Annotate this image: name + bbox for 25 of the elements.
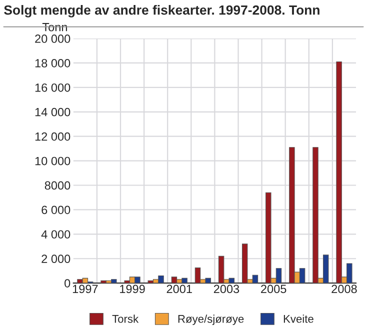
bar bbox=[218, 256, 224, 284]
y-tick-label: 18 000 bbox=[35, 59, 70, 68]
y-tick-label: 16 000 bbox=[35, 83, 70, 92]
x-tick-label: 1999 bbox=[120, 284, 145, 294]
x-tick-label: 2008 bbox=[332, 284, 357, 294]
legend-label: Kveite bbox=[284, 314, 314, 323]
x-tick-label: 2001 bbox=[166, 284, 192, 294]
legend-label: Røye/sjørøye bbox=[178, 314, 244, 325]
y-tick-label: 12 000 bbox=[35, 132, 70, 141]
y-tick-label: 0 bbox=[64, 279, 70, 288]
y-tick-label: 4 000 bbox=[41, 230, 70, 239]
y-tick-label: 14 000 bbox=[35, 108, 70, 116]
x-tick-label: 2003 bbox=[214, 284, 240, 294]
bar bbox=[194, 268, 201, 284]
y-tick-label: 6 000 bbox=[42, 206, 70, 214]
y-tick-label: 2 000 bbox=[42, 254, 70, 264]
y-tick-label: 20 000 bbox=[35, 34, 70, 43]
x-tick-label: 1997 bbox=[72, 284, 98, 294]
legend-label: Torsk bbox=[112, 314, 139, 323]
chart-title: Solgt mengde av andre fiskearter. 1997-2008. Tonn bbox=[4, 5, 320, 18]
y-tick-label: 10 000 bbox=[35, 156, 70, 166]
y-tick-label: 8000 bbox=[44, 181, 70, 190]
bar bbox=[171, 276, 178, 284]
x-tick-label: 2005 bbox=[261, 284, 286, 294]
bar bbox=[148, 280, 154, 284]
